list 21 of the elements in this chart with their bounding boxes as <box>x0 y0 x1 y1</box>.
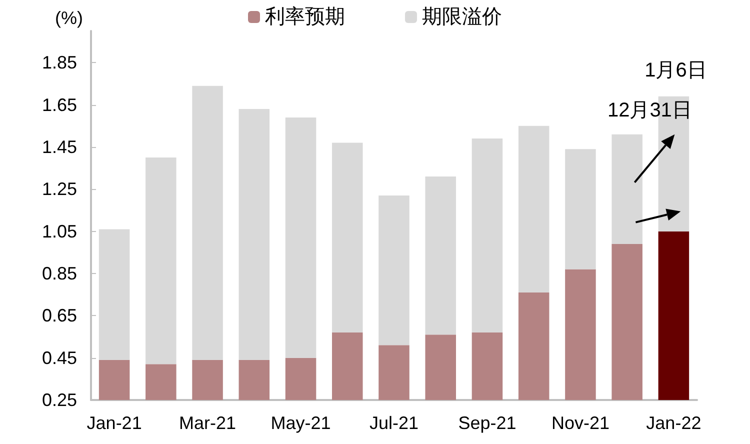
y-tick-label: 1.05 <box>42 221 77 242</box>
annotation: 12月31日 <box>607 99 692 122</box>
x-tick-label: May-21 <box>270 413 331 433</box>
x-tick-label: Mar-21 <box>179 413 236 433</box>
y-tick-label: 1.25 <box>42 179 77 200</box>
x-tick-label: Jul-21 <box>369 413 419 433</box>
x-tick-label: Jan-21 <box>86 413 142 433</box>
x-tick-label: Sep-21 <box>458 413 516 433</box>
x-tick-label: Jan-22 <box>646 413 702 433</box>
annotation: 1月6日 <box>644 59 707 82</box>
x-tick-label: Nov-21 <box>551 413 610 433</box>
y-tick-label: 0.25 <box>42 390 77 410</box>
y-tick-label: 0.65 <box>42 306 77 326</box>
y-tick-label: 0.85 <box>42 263 77 284</box>
y-tick-label: 1.45 <box>42 136 77 157</box>
legend-label: 利率预期 <box>265 6 345 28</box>
y-tick-label: 0.45 <box>42 348 77 368</box>
legend-label: 期限溢价 <box>422 6 502 28</box>
y-tick-label: 1.85 <box>42 52 77 73</box>
y-axis-title: (%) <box>55 8 83 28</box>
y-tick-label: 1.65 <box>42 94 77 115</box>
